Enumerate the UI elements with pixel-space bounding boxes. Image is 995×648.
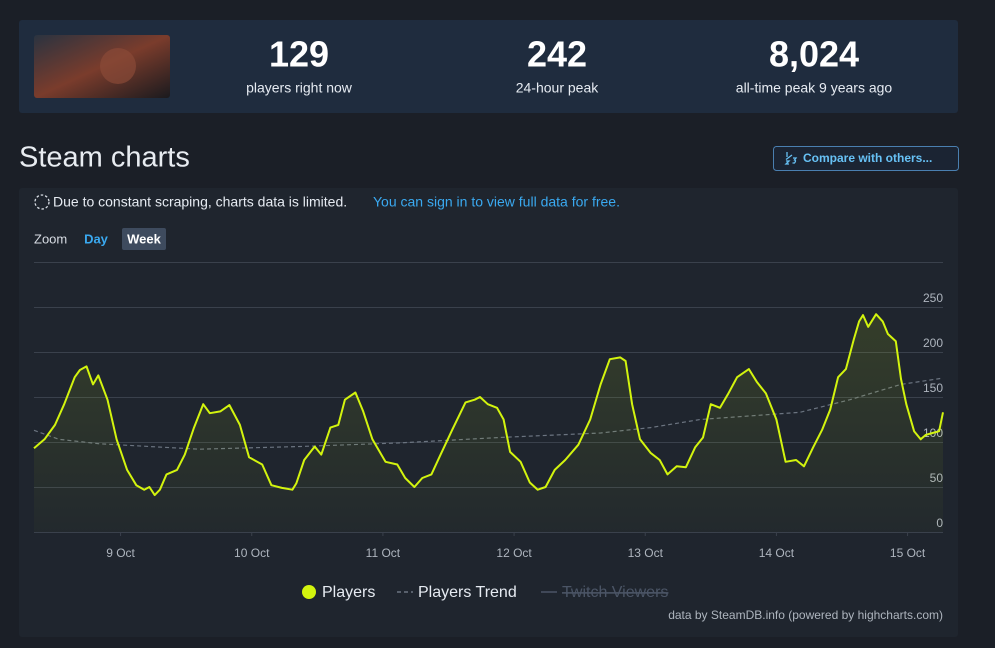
credits[interactable]: data by SteamDB.info (powered by highcha… (668, 608, 943, 622)
x-tick-label: 11 Oct (366, 546, 401, 560)
zoom-button-bg[interactable] (122, 228, 166, 250)
players-area (34, 314, 943, 532)
stat-value: 129 (269, 34, 329, 75)
zoom-button[interactable]: Week (127, 231, 161, 246)
y-tick-label: 250 (923, 291, 943, 305)
legend-label[interactable]: Players (322, 584, 375, 601)
x-tick-label: 12 Oct (496, 546, 532, 560)
x-tick-label: 13 Oct (628, 546, 664, 560)
zoom-button[interactable]: Day (84, 231, 109, 246)
x-tick-label: 9 Oct (106, 546, 135, 560)
notice-text: Due to constant scraping, charts data is… (53, 194, 347, 210)
zoom-label: Zoom (34, 231, 67, 246)
zoom-buttons: Day Week (84, 228, 166, 250)
stat-label: 24-hour peak (516, 80, 600, 96)
y-tick-label: 200 (923, 336, 943, 350)
players-line (33, 313, 944, 497)
notice-link[interactable]: You can sign in to view full data for fr… (373, 194, 620, 210)
stats-panel (19, 20, 958, 113)
stat-label: players right now (246, 80, 353, 96)
thumbnail-art (100, 48, 136, 84)
section-title: Steam charts (19, 142, 190, 174)
compare-button-label[interactable]: Compare with others... (803, 151, 932, 165)
legend: Players Players Trend Twitch Viewers (302, 584, 668, 601)
stat-value: 8,024 (769, 34, 859, 75)
compare-button[interactable] (773, 146, 959, 171)
legend-marker[interactable] (302, 585, 316, 599)
y-tick-label: 150 (923, 381, 943, 395)
stat-value: 242 (527, 34, 587, 75)
x-tick-label: 15 Oct (890, 546, 926, 560)
stat-label: all-time peak 9 years ago (736, 80, 893, 96)
x-tick-label: 10 Oct (234, 546, 270, 560)
compare-icon (784, 152, 798, 165)
x-tick-label: 14 Oct (759, 546, 795, 560)
legend-label[interactable]: Players Trend (418, 584, 517, 601)
legend-label[interactable]: Twitch Viewers (562, 584, 668, 601)
notice-icon (34, 194, 50, 210)
